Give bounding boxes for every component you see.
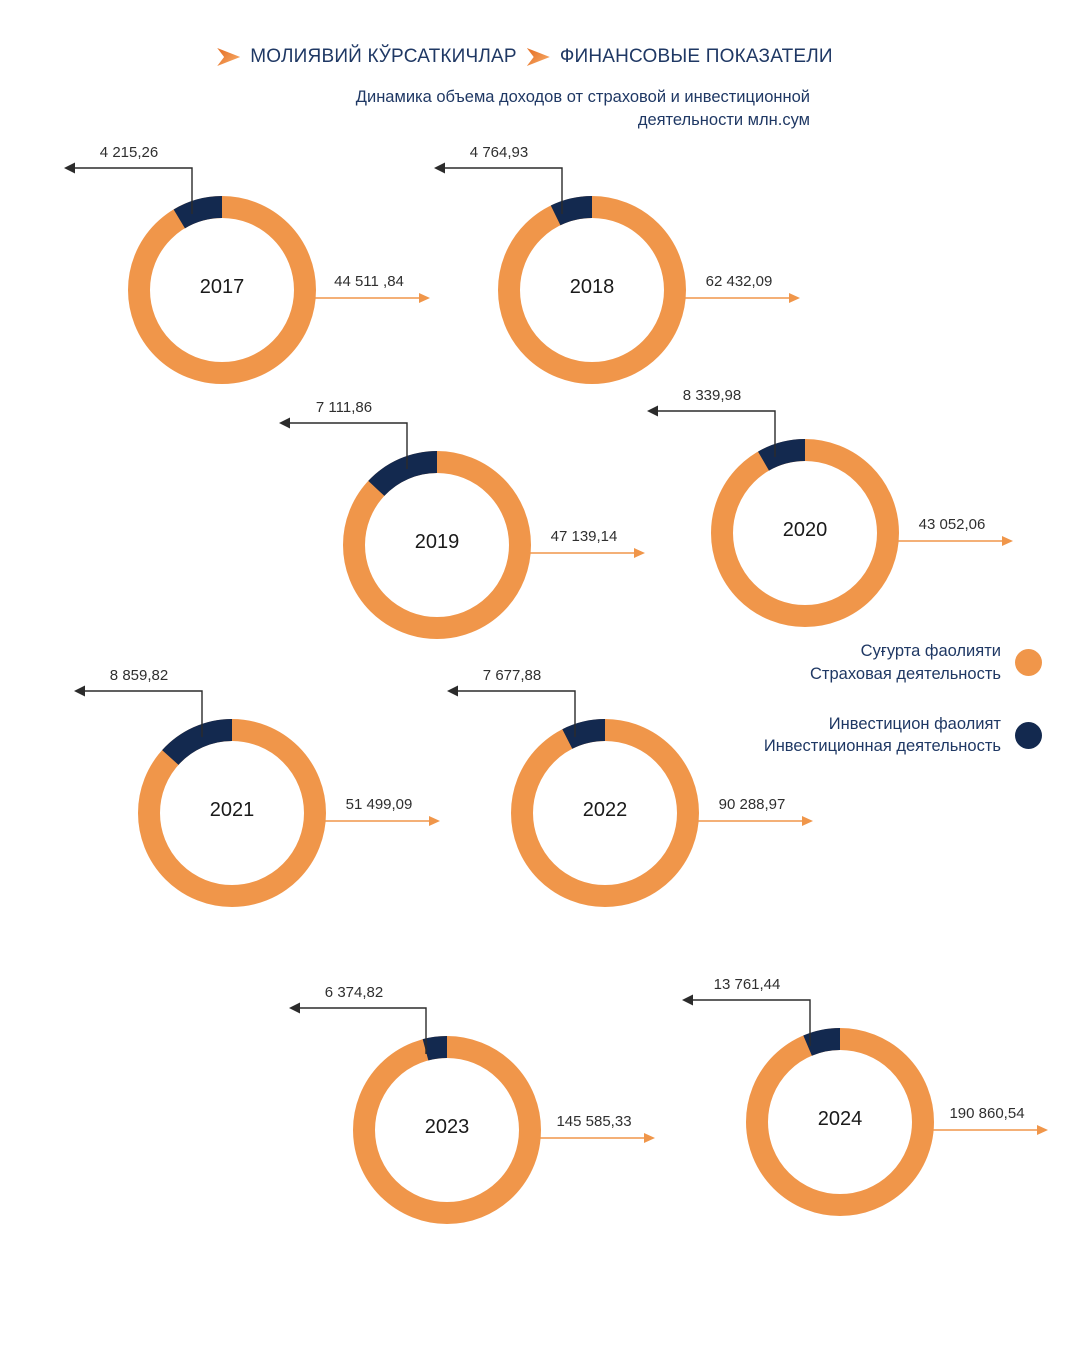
year-label-2019: 2019 [414,531,460,553]
insurance-value-2024: 190 860,54 [949,1105,1025,1122]
donut-2017 [64,162,430,384]
year-label-2021: 2021 [209,799,255,821]
investment-callout-line [454,690,576,737]
legend-item-insurance: Суғурта фаолияти Страховая деятельность [810,640,1042,686]
right-arrowhead-icon [634,548,645,558]
investment-arc [162,719,233,766]
investment-arc [550,196,593,226]
investment-callout-line [654,410,776,457]
right-arrowhead-icon [429,816,440,826]
year-label-2020: 2020 [782,519,828,541]
investment-value-2023: 6 374,82 [324,984,384,1001]
left-arrowhead-icon [279,417,290,429]
right-arrowhead-icon [789,293,800,303]
left-arrowhead-icon [434,162,445,174]
investment-arc [803,1028,841,1056]
left-arrowhead-icon [447,685,458,697]
donut-2024 [682,994,1048,1216]
investment-callout-line [286,422,408,469]
insurance-value-2023: 145 585,33 [556,1113,632,1130]
investment-value-2020: 8 339,98 [682,387,742,404]
legend-investment-label-ru: Инвестиционная деятельность [763,737,1001,756]
left-arrowhead-icon [289,1002,300,1014]
investment-arc [368,451,438,497]
insurance-value-2017: 44 511 ,84 [334,273,404,290]
year-label-2017: 2017 [199,276,245,298]
investment-callout-line [296,1007,427,1054]
donut-2020 [647,405,1013,627]
chart-title-line-2: деятельности млн.сум [637,111,810,130]
left-arrowhead-icon [74,685,85,697]
investment-callout-line [81,690,203,737]
year-label-2022: 2022 [582,799,628,821]
investment-arc [173,196,223,229]
insurance-value-2019: 47 139,14 [550,528,618,545]
chart-title-line-1: Динамика объема доходов от страховой и и… [355,88,810,106]
donut-2023 [289,1002,655,1224]
legend-item-investment: Инвестицион фаолият Инвестиционная деяте… [764,713,1042,759]
legend-investment-label-uz: Инвестицион фаолият [828,714,1001,733]
investment-callout-line [689,999,811,1046]
investment-value-2018: 4 764,93 [469,144,529,161]
year-label-2023: 2023 [424,1116,470,1138]
right-arrowhead-icon [419,293,430,303]
donut-2019 [279,417,645,639]
left-arrowhead-icon [682,994,693,1006]
donut-2022 [447,685,813,907]
investment-callout-line [71,167,193,214]
left-arrowhead-icon [647,405,658,417]
header-title-russian: ФИНАНСОВЫЕ ПОКАЗАТЕЛИ [559,46,833,67]
right-arrowhead-icon [1002,536,1013,546]
investment-value-2022: 7 677,88 [482,667,542,684]
insurance-value-2020: 43 052,06 [918,516,986,533]
year-label-2018: 2018 [569,276,615,298]
investment-callout-line [441,167,563,214]
chart-title: Динамика объема доходов от страховой и и… [250,86,810,133]
chart-legend: Суғурта фаолияти Страховая деятельность … [764,640,1042,758]
investment-arc [758,438,806,471]
right-arrowhead-icon [802,816,813,826]
legend-insurance-label-uz: Суғурта фаолияти [860,642,1001,660]
investment-value-2019: 7 111,86 [315,399,373,416]
insurance-value-2022: 90 288,97 [718,796,786,813]
right-arrowhead-icon [644,1133,655,1143]
legend-insurance-label-ru: Страховая деятельность [810,664,1001,683]
investment-value-2017: 4 215,26 [99,144,159,161]
year-label-2024: 2024 [817,1108,863,1130]
investment-value-2024: 13 761,44 [713,976,781,993]
investment-color-dot-icon [1015,721,1042,749]
insurance-value-2021: 51 499,09 [345,796,413,813]
legend-insurance-text: Суғурта фаолияти Страховая деятельность [810,640,1001,686]
insurance-value-2018: 62 432,09 [705,273,773,290]
header-title-uzbek: МОЛИЯВИЙ КЎРСАТКИЧЛАР [250,46,517,67]
investment-value-2021: 8 859,82 [109,667,169,684]
left-arrowhead-icon [64,162,75,174]
legend-investment-text: Инвестицион фаолият Инвестиционная деяте… [764,713,1001,759]
insurance-color-dot-icon [1015,649,1042,677]
donut-2018 [434,162,800,384]
page-header: МОЛИЯВИЙ КЎРСАТКИЧЛАР ФИНАНСОВЫЕ ПОКАЗАТ… [0,46,1050,68]
donut-2021 [74,685,440,907]
investment-arc [562,718,606,749]
right-arrowhead-icon [1037,1125,1048,1135]
